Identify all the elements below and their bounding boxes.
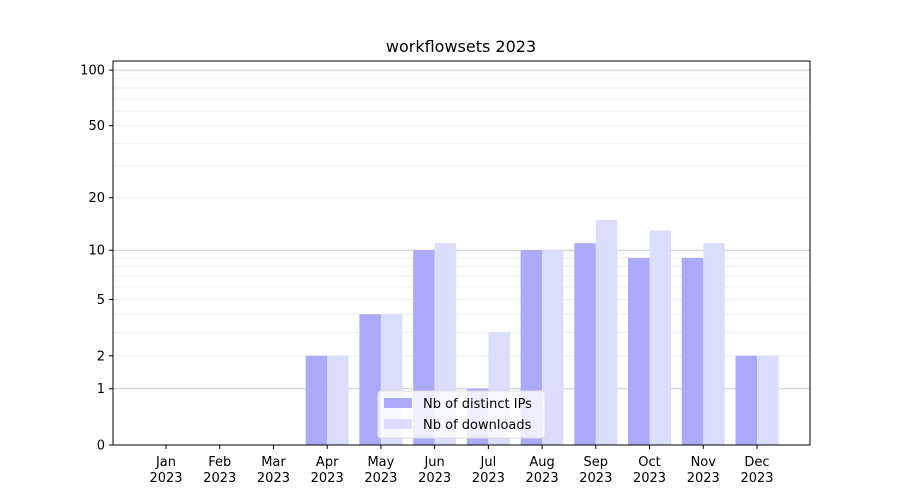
x-tick-label: Sep 2023 <box>579 455 612 486</box>
legend-box <box>377 390 546 439</box>
x-tick-label: Jul 2023 <box>472 455 505 486</box>
legend: Nb of distinct IPs Nb of downloads <box>377 390 546 439</box>
x-tick-label: Aug 2023 <box>526 455 559 486</box>
legend-swatch <box>384 419 412 429</box>
x-tick-label: Apr 2023 <box>311 455 344 486</box>
y-tick-label: 2 <box>97 349 105 364</box>
y-tick-label: 100 <box>80 64 105 79</box>
x-tick-label: Mar 2023 <box>257 455 290 486</box>
chart-title: workflowsets 2023 <box>386 37 536 56</box>
bar-downloads <box>703 243 725 445</box>
bar-downloads <box>757 355 779 445</box>
bar-ips <box>359 314 381 445</box>
y-tick-label: 0 <box>97 439 105 454</box>
y-tick-label: 1 <box>97 382 105 397</box>
bar-downloads <box>327 355 349 445</box>
x-tick-label: Oct 2023 <box>633 455 666 486</box>
bar-ips <box>735 355 757 445</box>
bar-ips <box>681 257 704 445</box>
bar-ips <box>628 257 650 445</box>
y-tick-label: 20 <box>88 191 105 206</box>
legend-swatch <box>384 398 412 408</box>
x-tick-label: Dec 2023 <box>740 455 773 486</box>
legend-label: Nb of downloads <box>423 418 532 433</box>
x-tick-label: Jan 2023 <box>149 455 182 486</box>
x-tick-label: Nov 2023 <box>687 455 720 486</box>
y-tick-label: 5 <box>97 293 105 308</box>
x-tick-label: May 2023 <box>364 455 397 486</box>
bar-downloads <box>649 230 672 445</box>
bar-ips <box>305 355 328 445</box>
legend-label: Nb of distinct IPs <box>423 397 532 412</box>
x-tick-label: Feb 2023 <box>203 455 236 486</box>
bar-downloads <box>595 219 618 445</box>
plot-frame <box>112 60 811 446</box>
x-tick-label: Jun 2023 <box>418 455 451 486</box>
y-tick-label: 50 <box>88 119 105 134</box>
bar-downloads <box>542 250 564 445</box>
y-tick-label: 10 <box>88 244 105 259</box>
bar-ips <box>574 243 596 445</box>
